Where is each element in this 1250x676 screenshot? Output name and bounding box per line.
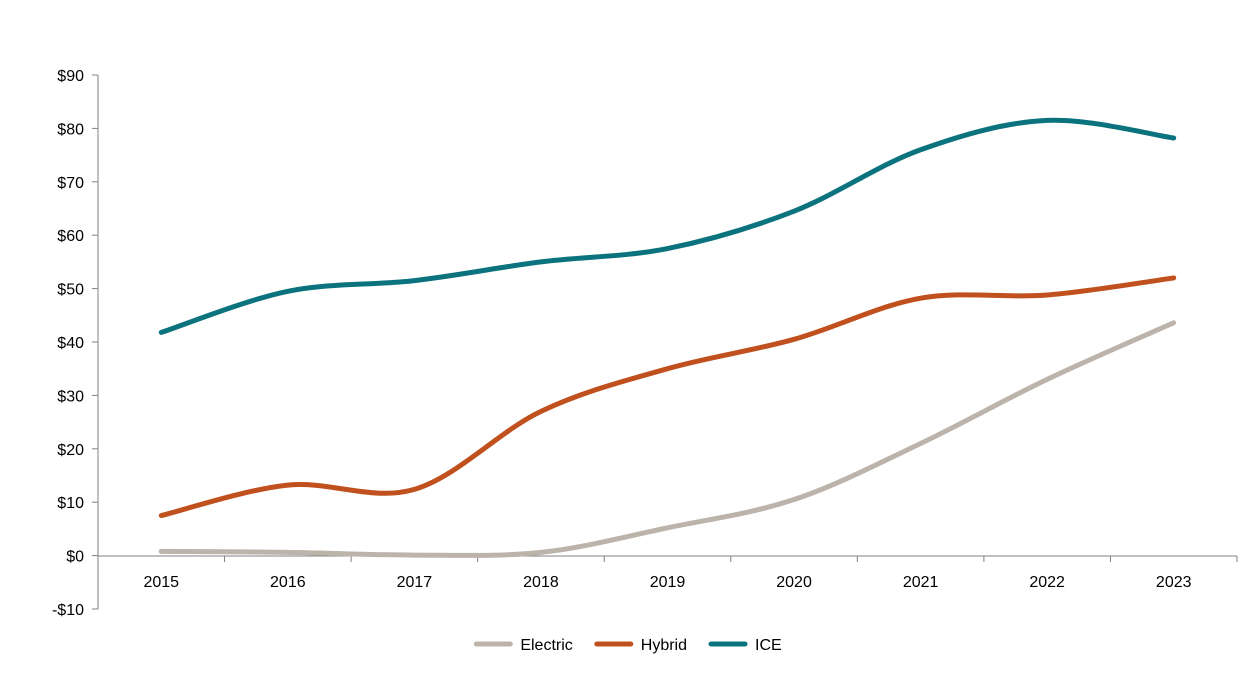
y-tick-label: $0: [66, 549, 84, 566]
x-tick-label: 2015: [143, 574, 179, 591]
legend-label-electric: Electric: [520, 637, 572, 654]
y-tick-label: -$10: [52, 602, 84, 619]
y-tick-label: $50: [57, 282, 84, 299]
x-tick-label: 2019: [650, 574, 686, 591]
y-tick-label: $80: [57, 121, 84, 138]
series-line-electric: [158, 320, 1177, 558]
y-axis: -$10 $0 $10 $20 $30 $40 $50 $60 $70 $80 $90: [52, 68, 99, 619]
series-lines: [158, 117, 1177, 558]
y-tick-label: $40: [57, 335, 84, 352]
y-tick-label: $20: [57, 442, 84, 459]
y-tick-label: $60: [57, 228, 84, 245]
legend-label-ice: ICE: [755, 637, 782, 654]
y-tick-label: $10: [57, 495, 84, 512]
x-tick-label: 2023: [1156, 574, 1192, 591]
x-tick-label: 2016: [270, 574, 306, 591]
x-tick-label: 2017: [397, 574, 433, 591]
x-tick-label: 2022: [1029, 574, 1065, 591]
x-axis: 2015 2016 2017 2018 2019 2020 2021 2022 2023: [97, 555, 1238, 591]
x-tick-label: 2021: [903, 574, 939, 591]
y-tick-label: $90: [57, 68, 84, 85]
series-line-ice: [158, 117, 1177, 335]
x-tick-label: 2020: [776, 574, 812, 591]
series-line-hybrid: [158, 275, 1177, 519]
legend: Electric Hybrid ICE: [473, 637, 782, 654]
x-tick-label: 2018: [523, 574, 559, 591]
legend-label-hybrid: Hybrid: [641, 637, 687, 654]
y-tick-label: $70: [57, 175, 84, 192]
y-tick-label: $30: [57, 388, 84, 405]
